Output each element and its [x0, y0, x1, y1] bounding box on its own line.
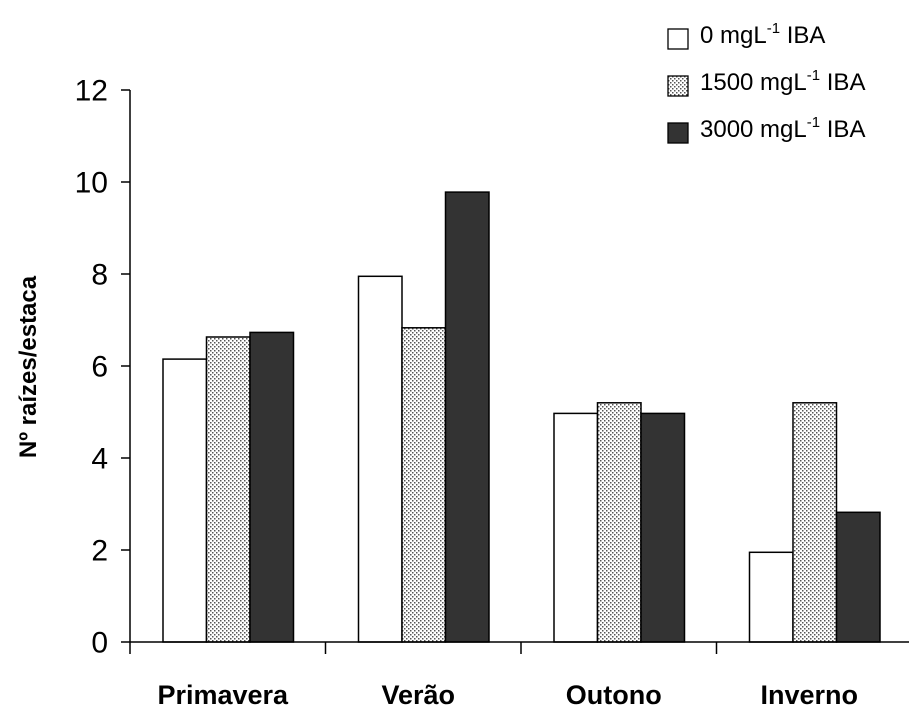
- legend-label-3: 3000 mgL-1 IBA: [700, 114, 865, 143]
- y-tick-label: 4: [91, 443, 108, 476]
- y-tick-label: 6: [91, 351, 108, 384]
- y-tick-label: 8: [91, 259, 108, 292]
- bar-inverno-series-2: [792, 402, 838, 643]
- legend: 0 mgL-1 IBA 1500 mgL-1 IBA 3000 mgL-1 IBA: [667, 20, 865, 144]
- y-tick-label: 12: [75, 75, 108, 108]
- x-category-label: Outono: [566, 680, 662, 710]
- x-category-label: Inverno: [760, 680, 858, 710]
- bar-outono-series-3: [640, 412, 686, 643]
- bar-primavera-series-2: [205, 336, 251, 643]
- legend-swatch-3: [667, 122, 689, 144]
- legend-swatch-1: [667, 28, 689, 50]
- y-axis-title: Nº raízes/estaca: [15, 275, 42, 458]
- legend-label-1: 0 mgL-1 IBA: [700, 20, 825, 49]
- x-category-label: Verão: [381, 680, 455, 710]
- y-tick-label: 10: [75, 167, 108, 200]
- axes-group: 0 2 4 6 8 10 12 Primavera Verão Outono Inverno: [75, 75, 909, 710]
- bar-inverno-series-1: [748, 551, 794, 643]
- bar-ver-o-series-2: [401, 327, 447, 643]
- bar-ver-o-series-1: [357, 275, 403, 643]
- x-category-label: Primavera: [157, 680, 289, 710]
- bar-primavera-series-3: [249, 331, 295, 643]
- bars-group: [162, 191, 881, 643]
- legend-swatch-2: [667, 75, 689, 97]
- bar-outono-series-2: [596, 402, 642, 643]
- y-tick-label: 0: [91, 627, 108, 660]
- bar-inverno-series-3: [835, 511, 881, 643]
- legend-label-2: 1500 mgL-1 IBA: [700, 67, 865, 96]
- bar-ver-o-series-3: [444, 191, 490, 643]
- bar-outono-series-1: [553, 412, 599, 643]
- y-tick-label: 2: [91, 535, 108, 568]
- bar-primavera-series-1: [162, 358, 208, 643]
